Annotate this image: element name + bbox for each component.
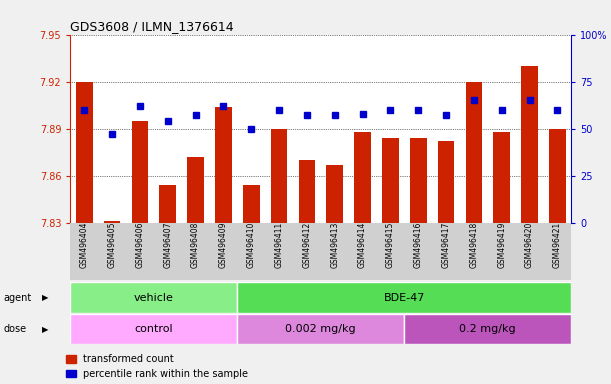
Bar bbox=[215, 107, 232, 223]
Bar bbox=[437, 141, 455, 223]
Bar bbox=[237, 314, 404, 344]
Text: agent: agent bbox=[3, 293, 31, 303]
Text: ▶: ▶ bbox=[42, 293, 48, 302]
Legend: transformed count, percentile rank within the sample: transformed count, percentile rank withi… bbox=[66, 354, 249, 379]
Bar bbox=[299, 160, 315, 223]
Bar bbox=[70, 314, 237, 344]
Text: vehicle: vehicle bbox=[134, 293, 174, 303]
Bar bbox=[159, 185, 176, 223]
Bar bbox=[410, 138, 426, 223]
Text: 0.002 mg/kg: 0.002 mg/kg bbox=[285, 324, 356, 334]
Bar bbox=[76, 81, 92, 223]
Bar bbox=[237, 282, 571, 313]
Bar bbox=[549, 129, 566, 223]
Text: BDE-47: BDE-47 bbox=[384, 293, 425, 303]
Text: GDS3608 / ILMN_1376614: GDS3608 / ILMN_1376614 bbox=[70, 20, 234, 33]
Text: 0.2 mg/kg: 0.2 mg/kg bbox=[459, 324, 516, 334]
Bar bbox=[187, 157, 204, 223]
Bar bbox=[70, 282, 237, 313]
Bar bbox=[521, 66, 538, 223]
Bar bbox=[243, 185, 260, 223]
Bar bbox=[404, 314, 571, 344]
Text: dose: dose bbox=[3, 324, 26, 334]
Bar bbox=[131, 121, 148, 223]
Bar bbox=[493, 132, 510, 223]
Bar bbox=[326, 165, 343, 223]
Bar bbox=[382, 138, 399, 223]
Bar bbox=[104, 221, 120, 223]
Text: control: control bbox=[134, 324, 173, 334]
Bar bbox=[271, 129, 287, 223]
Bar bbox=[466, 81, 482, 223]
Bar bbox=[354, 132, 371, 223]
Text: ▶: ▶ bbox=[42, 324, 48, 334]
